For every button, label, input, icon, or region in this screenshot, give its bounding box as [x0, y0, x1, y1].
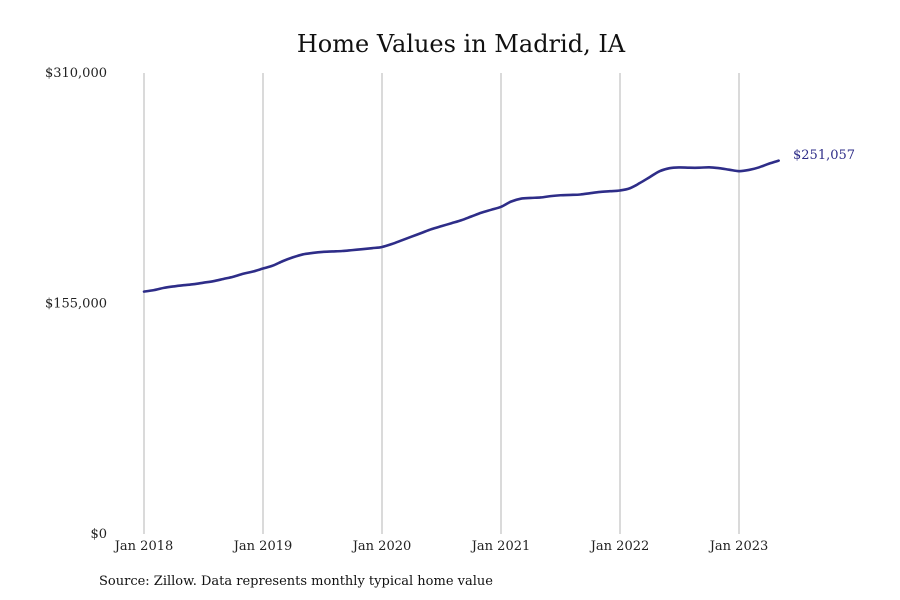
series-layer	[142, 159, 780, 293]
x-tick-label: Jan 2021	[470, 539, 531, 554]
gridlines	[143, 73, 740, 534]
source-note: Source: Zillow. Data represents monthly …	[99, 574, 493, 589]
series-line-0	[142, 159, 780, 293]
end-value-label: $251,057	[793, 148, 855, 163]
x-tick-label: Jan 2020	[351, 539, 412, 554]
x-tick-label: Jan 2022	[589, 539, 650, 554]
y-tick-label: $155,000	[45, 297, 107, 312]
y-tick-label: $0	[90, 527, 107, 542]
y-tick-label: $310,000	[45, 66, 107, 81]
x-tick-label: Jan 2023	[708, 539, 769, 554]
y-axis-tick-labels: $0 $155,000 $310,000	[45, 66, 107, 542]
x-tick-label: Jan 2019	[232, 539, 293, 554]
x-tick-label: Jan 2018	[113, 539, 174, 554]
chart-title: Home Values in Madrid, IA	[297, 30, 626, 58]
x-axis-tick-labels: Jan 2018 Jan 2019 Jan 2020 Jan 2021 Jan 2022…	[113, 539, 769, 554]
